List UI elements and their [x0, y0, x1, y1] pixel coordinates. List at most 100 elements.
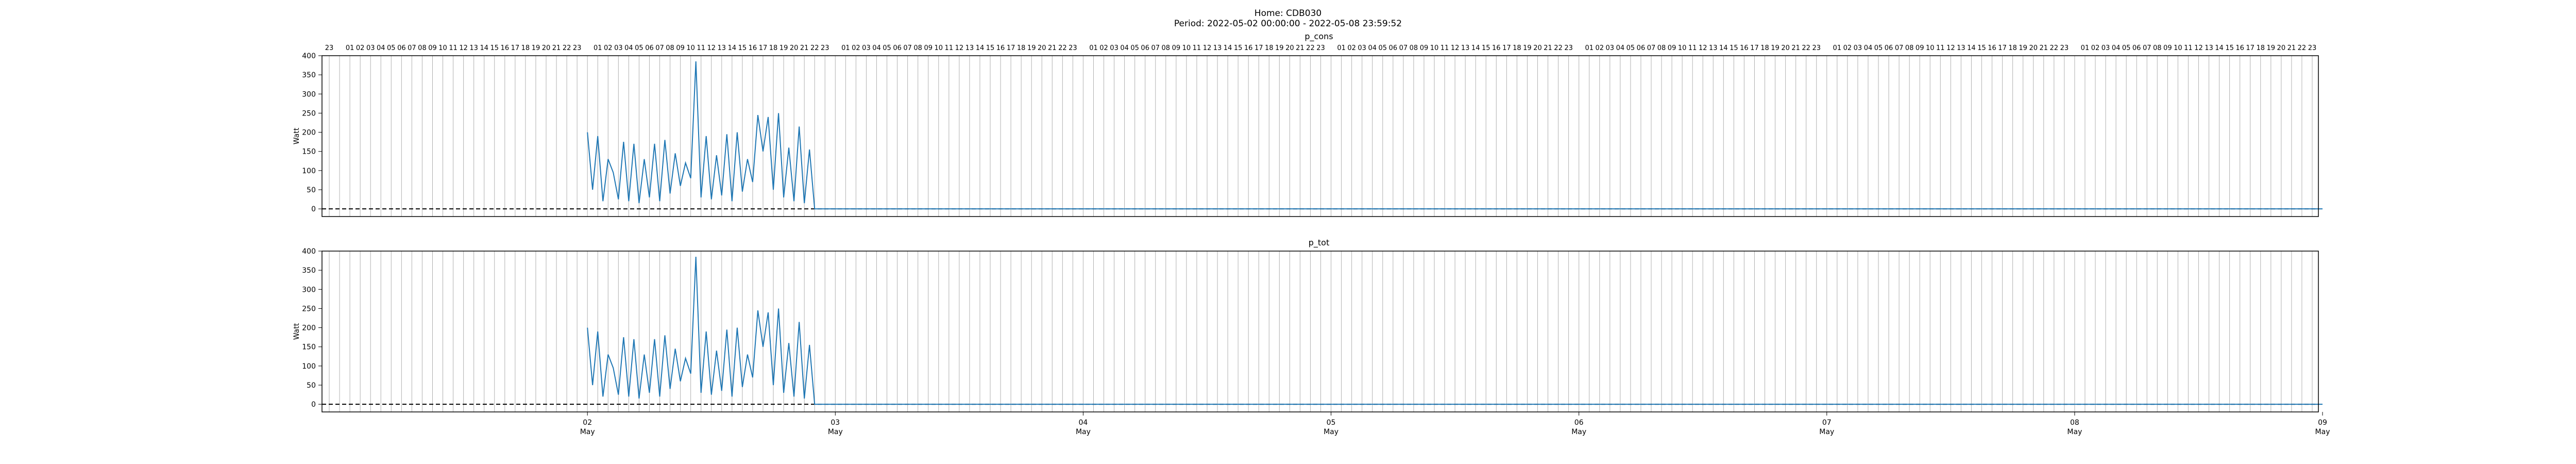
x-tick-month-label: May	[1076, 428, 1091, 436]
x-tick-month-label: May	[1324, 428, 1338, 436]
hour-tick-label: 09	[2163, 44, 2172, 52]
hour-tick-label: 11	[1440, 44, 1449, 52]
hour-tick-label: 10	[686, 44, 695, 52]
hour-tick-label: 12	[1699, 44, 1707, 52]
hour-tick-label: 08	[418, 44, 427, 52]
hour-tick-label: 23	[1069, 44, 1077, 52]
hour-tick-label: 22	[2298, 44, 2307, 52]
y-tick-label: 350	[302, 267, 316, 275]
hour-tick-label: 18	[1265, 44, 1274, 52]
hour-tick-label: 01	[594, 44, 602, 52]
top-chart-title: p_cons	[1304, 31, 1333, 42]
hour-tick-label: 13	[1213, 44, 1222, 52]
hour-tick-label: 13	[1709, 44, 1718, 52]
hour-tick-label: 23	[2060, 44, 2069, 52]
hour-tick-label: 15	[1730, 44, 1738, 52]
hour-tick-label: 22	[1802, 44, 1810, 52]
x-tick-month-label: May	[1819, 428, 1834, 436]
hour-tick-label: 11	[1688, 44, 1697, 52]
series-line	[587, 61, 2323, 210]
hour-tick-label: 21	[800, 44, 809, 52]
hour-tick-label: 17	[1750, 44, 1759, 52]
x-tick-month-label: May	[580, 428, 595, 436]
hour-tick-label: 20	[1533, 44, 1542, 52]
hour-tick-label: 03	[1606, 44, 1615, 52]
hour-tick-label: 14	[1471, 44, 1480, 52]
hour-tick-label: 23	[821, 44, 829, 52]
y-tick-label: 300	[302, 286, 316, 294]
hour-tick-label: 20	[1038, 44, 1046, 52]
hour-tick-label: 14	[1719, 44, 1728, 52]
hour-tick-label: 04	[1616, 44, 1625, 52]
hour-tick-label: 22	[563, 44, 571, 52]
hour-tick-label: 04	[377, 44, 385, 52]
plot-frame	[321, 251, 2319, 412]
plot-frame	[321, 55, 2319, 217]
hour-tick-label: 04	[1864, 44, 1873, 52]
hour-tick-label: 13	[1957, 44, 1965, 52]
hour-tick-label: 23	[1812, 44, 1821, 52]
hour-tick-label: 04	[1120, 44, 1129, 52]
hour-tick-label: 13	[469, 44, 478, 52]
hour-tick-label: 12	[707, 44, 716, 52]
hour-tick-label: 06	[893, 44, 902, 52]
hour-tick-label: 03	[1358, 44, 1366, 52]
y-tick-label: 400	[302, 247, 316, 256]
hour-tick-label: 03	[366, 44, 375, 52]
hour-tick-label: 16	[1492, 44, 1501, 52]
hour-tick-label: 14	[1224, 44, 1232, 52]
hour-tick-label: 16	[749, 44, 757, 52]
hour-tick-label: 21	[552, 44, 561, 52]
hour-tick-label: 05	[883, 44, 891, 52]
hour-tick-label: 16	[1988, 44, 1996, 52]
hour-tick-label: 02	[1347, 44, 1356, 52]
hour-tick-label: 12	[1203, 44, 1212, 52]
hour-tick-label: 11	[2184, 44, 2193, 52]
x-tick-day-label: 05	[1327, 419, 1336, 427]
hour-tick-label: 02	[1843, 44, 1852, 52]
x-tick-day-label: 09	[2318, 419, 2327, 427]
y-tick-label: 100	[302, 362, 316, 371]
hour-tick-label: 22	[1058, 44, 1067, 52]
hour-tick-label: 08	[1410, 44, 1418, 52]
hour-tick-label: 04	[624, 44, 633, 52]
x-tick-day-label: 03	[831, 419, 840, 427]
hour-tick-label: 15	[1977, 44, 1986, 52]
hour-tick-label: 15	[1234, 44, 1243, 52]
hour-tick-label: 07	[1647, 44, 1656, 52]
x-tick-day-label: 06	[1574, 419, 1584, 427]
hour-tick-label: 19	[2267, 44, 2276, 52]
hour-tick-label: 10	[935, 44, 943, 52]
hour-tick-label: 16	[1244, 44, 1253, 52]
y-tick-label: 100	[302, 167, 316, 175]
hour-tick-label: 04	[2112, 44, 2121, 52]
hour-tick-label: 18	[1017, 44, 1026, 52]
hour-tick-label: 08	[913, 44, 922, 52]
figure-title-home: Home: CDB030	[1254, 8, 1322, 19]
hour-tick-label: 07	[1895, 44, 1904, 52]
hour-tick-label: 06	[1637, 44, 1646, 52]
hour-tick-label: 20	[1781, 44, 1790, 52]
hour-tick-label: 05	[635, 44, 643, 52]
hour-tick-label: 17	[2246, 44, 2255, 52]
hour-tick-label: 23	[573, 44, 582, 52]
y-tick-label: 0	[311, 401, 316, 409]
hour-tick-label: 21	[2039, 44, 2048, 52]
hour-tick-label: 15	[986, 44, 995, 52]
hour-tick-label: 04	[1368, 44, 1377, 52]
hour-tick-label: 05	[1874, 44, 1883, 52]
hour-tick-label: 12	[459, 44, 468, 52]
hour-tick-label: 07	[2143, 44, 2151, 52]
hour-tick-label: 11	[945, 44, 954, 52]
hour-tick-label: 22	[1554, 44, 1563, 52]
bottom-chart-panel: 050100150200250300350400Watt02May03May04…	[293, 247, 2330, 436]
hour-tick-label: 09	[1668, 44, 1676, 52]
hour-tick-label: 13	[718, 44, 726, 52]
hour-tick-label: 17	[1255, 44, 1263, 52]
hour-tick-label: 09	[1172, 44, 1181, 52]
hour-tick-label: 14	[480, 44, 488, 52]
hour-tick-label: 01	[2081, 44, 2090, 52]
hour-tick-label: 01	[1585, 44, 1594, 52]
hour-tick-label: 05	[387, 44, 396, 52]
hour-tick-label: 05	[1626, 44, 1635, 52]
